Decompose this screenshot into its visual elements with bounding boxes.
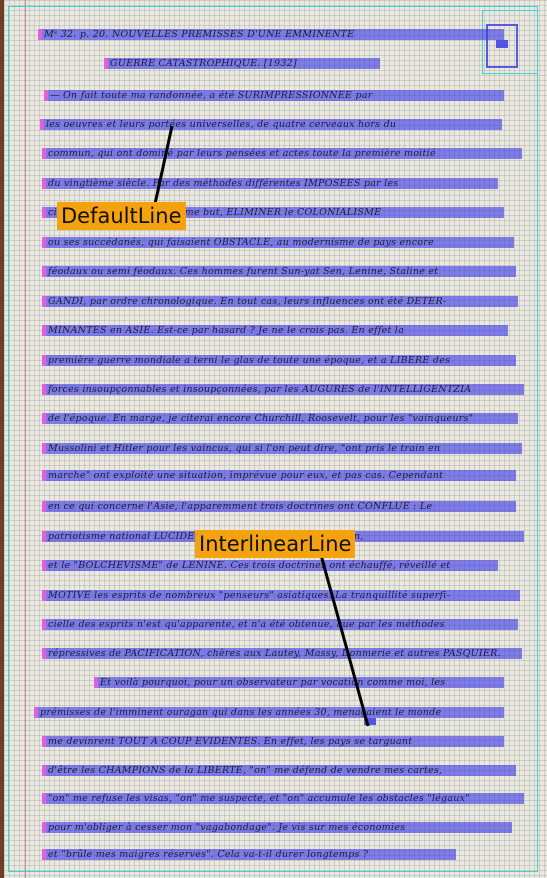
text-line: féodaux ou semi féodaux. Ces hommes fure… bbox=[42, 266, 516, 277]
text-region-main bbox=[8, 6, 538, 872]
text-region-corner bbox=[482, 10, 538, 74]
text-line: forces insoupçonnables et insoupçonnées,… bbox=[42, 384, 524, 395]
corner-line-mark bbox=[496, 40, 508, 48]
text-line: en ce qui concerne l'Asie, l'apparemment… bbox=[42, 501, 516, 512]
interlinear-line-mark bbox=[364, 718, 376, 725]
default-line-label: DefaultLine bbox=[57, 202, 186, 230]
text-line: première guerre mondiale a terni le glas… bbox=[42, 355, 516, 366]
text-line: ou ses succédanés, qui faisaient OBSTACL… bbox=[42, 237, 514, 248]
text-line: circonstances ... visé le même but, ELIM… bbox=[42, 207, 504, 218]
interlinear-line-label: InterlinearLine bbox=[195, 530, 356, 558]
text-line: "on" me refuse les visas, "on" me suspec… bbox=[42, 793, 524, 804]
text-line: les oeuvres et leurs portées universelle… bbox=[40, 119, 502, 130]
text-line: Mˢ 32. p. 20. NOUVELLES PREMISSES D'UNE … bbox=[38, 29, 504, 40]
text-line: Mussolini et Hitler pour les vaincus, qu… bbox=[42, 443, 522, 454]
text-region-corner-box bbox=[486, 24, 518, 68]
text-line: Et voilà pourquoi, pour un observateur p… bbox=[94, 677, 504, 688]
text-line: commun, qui ont dominé par leurs pensées… bbox=[42, 148, 522, 159]
text-line: prémisses de l'imminent ouragan qui dans… bbox=[34, 707, 504, 718]
text-line: MINANTES en ASIE. Est-ce par hasard ? Je… bbox=[42, 325, 508, 336]
margin-rule bbox=[25, 0, 26, 878]
text-line: et "brûle mes maigres réserves". Cela va… bbox=[42, 849, 456, 860]
text-line: pour m'obliger à cesser mon "vagabondage… bbox=[42, 822, 512, 833]
text-line: MOTIVÉ les esprits de nombreux "penseurs… bbox=[42, 590, 520, 601]
text-line: — On fait toute ma randonnée, a été SURI… bbox=[44, 90, 504, 101]
text-line: GANDI, par ordre chronologique. En tout … bbox=[42, 296, 518, 307]
default-line-leader bbox=[153, 125, 174, 205]
text-line: me devinrent TOUT A COUP EVIDENTES. En e… bbox=[42, 736, 504, 747]
text-line: du vingtième siècle. Par des méthodes di… bbox=[42, 178, 498, 189]
text-line: d'être les CHAMPIONS de la LIBERTÉ, "on"… bbox=[42, 765, 516, 776]
text-line: marche" ont exploité une situation, impr… bbox=[42, 470, 516, 481]
text-line: cielle des esprits n'est qu'apparente, e… bbox=[42, 619, 518, 630]
interlinear-line-leader bbox=[319, 554, 370, 727]
text-line: et le "BOLCHEVISME" de LENINE. Ces trois… bbox=[42, 560, 498, 571]
text-line: de l'époque. En marge, je citerai encore… bbox=[42, 413, 518, 424]
text-line: GUERRE CATASTROPHIQUE. [1932] bbox=[104, 58, 380, 69]
manuscript-page bbox=[4, 0, 547, 878]
text-line: répressives de PACIFICATION, chères aux … bbox=[42, 648, 522, 659]
